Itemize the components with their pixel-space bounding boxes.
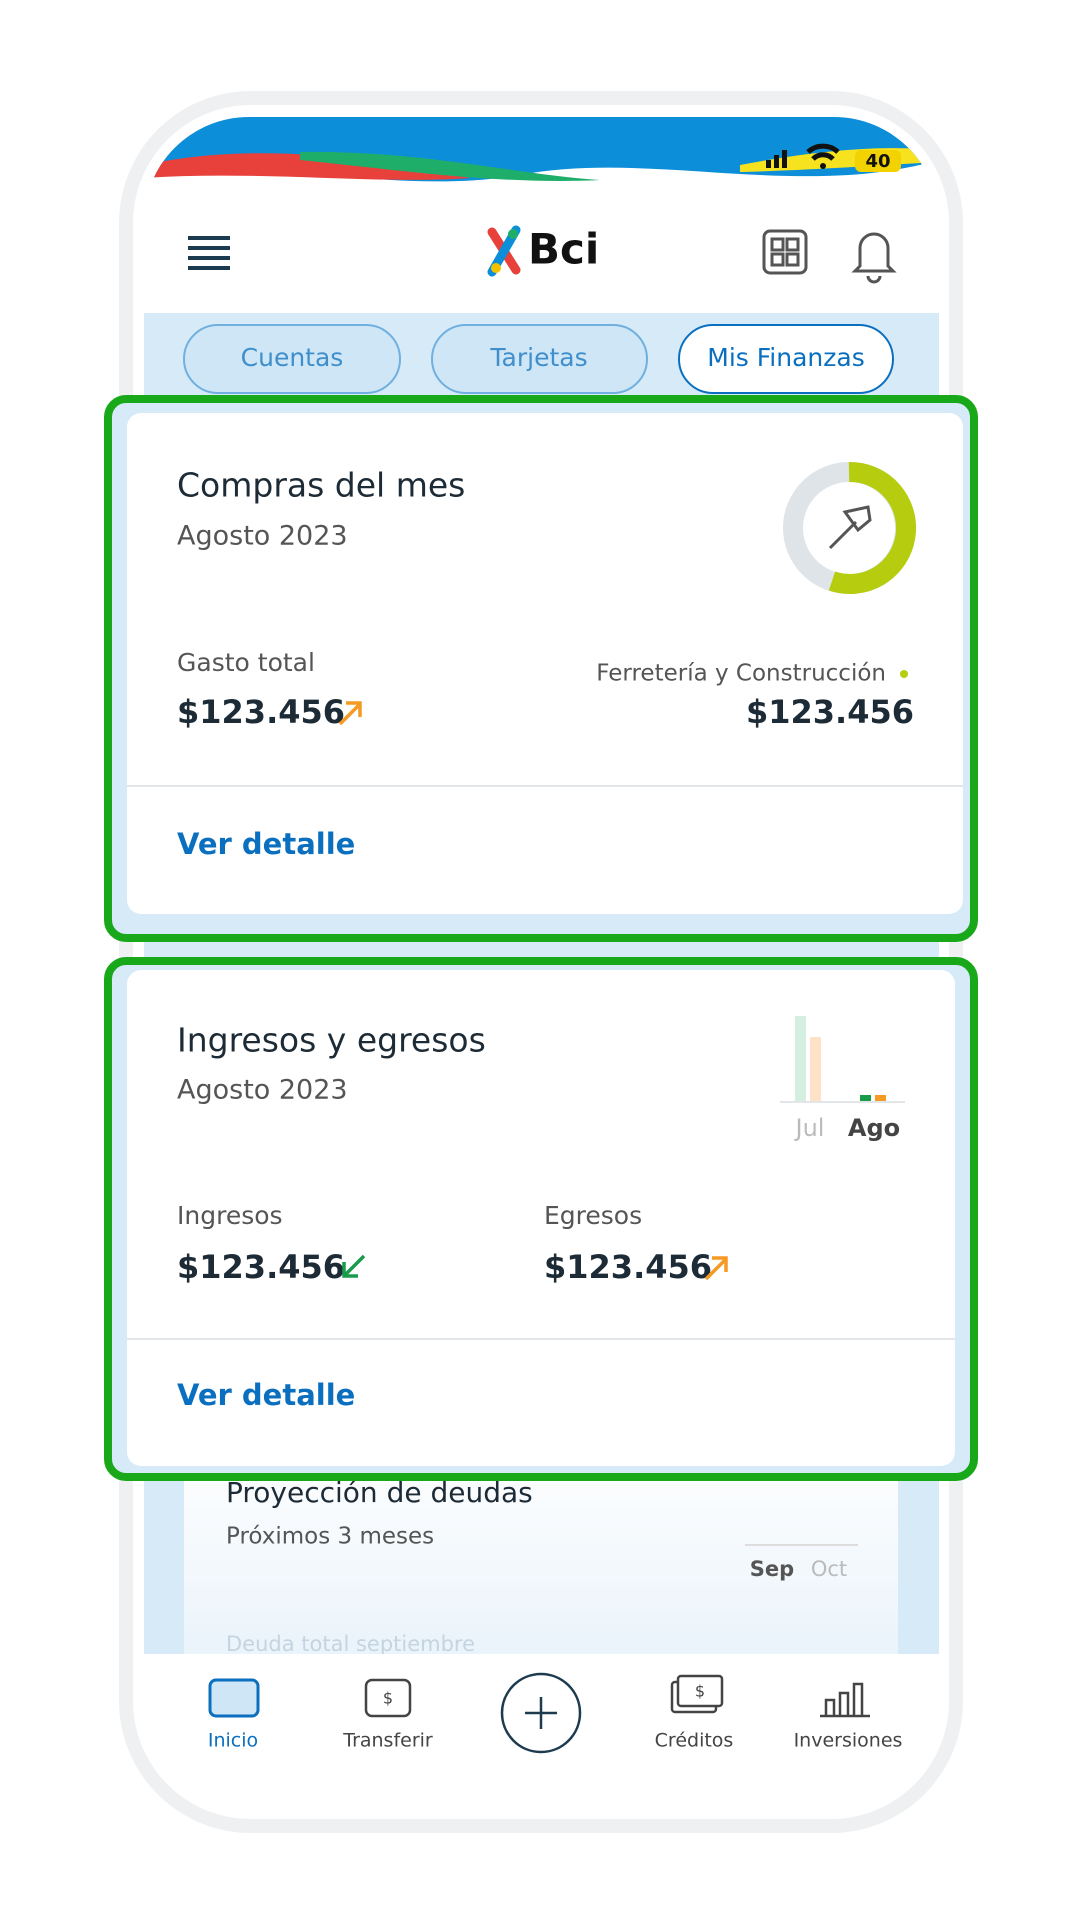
amount: $123.456 <box>177 693 345 731</box>
nav-label: Inicio <box>208 1730 258 1752</box>
card-subtitle: Agosto 2023 <box>177 1075 348 1106</box>
nav-item[interactable]: Inversiones <box>794 1682 903 1752</box>
logo: Bci <box>487 225 599 277</box>
amount: $123.456 <box>544 1248 712 1286</box>
card-subtitle: Próximos 3 meses <box>226 1524 434 1550</box>
wave-red <box>144 153 470 180</box>
trend-up-icon <box>338 701 362 726</box>
notifications-button[interactable] <box>851 232 897 284</box>
trend-up-icon <box>704 1256 728 1281</box>
category-donut <box>783 461 916 594</box>
nav-label: Transferir <box>342 1730 433 1752</box>
battery-level: 40 <box>865 151 890 172</box>
tab-active[interactable] <box>678 324 894 394</box>
card-label: Deuda total septiembre <box>226 1632 475 1656</box>
card-title: Ingresos y egresos <box>177 1021 486 1060</box>
amount-label: Egresos <box>544 1201 642 1230</box>
tab[interactable] <box>183 324 401 394</box>
amount: $123.456 <box>746 693 914 731</box>
category-dot <box>900 670 908 678</box>
qr-button[interactable] <box>762 229 808 275</box>
icon-glyph: $ <box>383 1689 393 1708</box>
status-icons: 40 <box>766 143 901 172</box>
card <box>127 413 963 914</box>
card-title: Compras del mes <box>177 466 465 505</box>
menu-button[interactable] <box>188 236 230 270</box>
detail-link[interactable]: Ver detalle <box>177 1378 355 1412</box>
logo-text: Bci <box>528 225 599 274</box>
add-button[interactable] <box>500 1672 582 1754</box>
icon-glyph: $ <box>695 1682 705 1701</box>
card <box>127 970 955 1466</box>
month-label: Ago <box>848 1114 900 1142</box>
tab-label: Tarjetas <box>489 343 587 372</box>
month-label: Oct <box>811 1557 847 1581</box>
month-label: Sep <box>750 1557 794 1581</box>
nav-item[interactable]: $ Transferir <box>342 1678 433 1752</box>
nav-item[interactable]: $ Créditos <box>655 1674 734 1752</box>
amount-label: Ingresos <box>177 1201 283 1230</box>
nav-label: Créditos <box>655 1730 734 1752</box>
trend-down-icon <box>342 1254 366 1278</box>
card-title: Proyección de deudas <box>226 1476 533 1509</box>
nav-label: Inversiones <box>794 1730 903 1752</box>
month-label: Jul <box>794 1114 825 1142</box>
wave-green <box>300 151 600 181</box>
card-subtitle: Agosto 2023 <box>177 521 348 552</box>
detail-link[interactable]: Ver detalle <box>177 827 355 861</box>
amount-label: Gasto total <box>177 648 315 677</box>
tab-label: Mis Finanzas <box>707 343 864 372</box>
tab-label: Cuentas <box>241 343 344 372</box>
nav-item[interactable]: Inicio <box>208 1678 260 1752</box>
amount: $123.456 <box>177 1248 345 1286</box>
category-label: Ferretería y Construcción <box>596 661 886 687</box>
tab[interactable] <box>431 324 648 394</box>
mini-bar-chart <box>780 1016 905 1103</box>
